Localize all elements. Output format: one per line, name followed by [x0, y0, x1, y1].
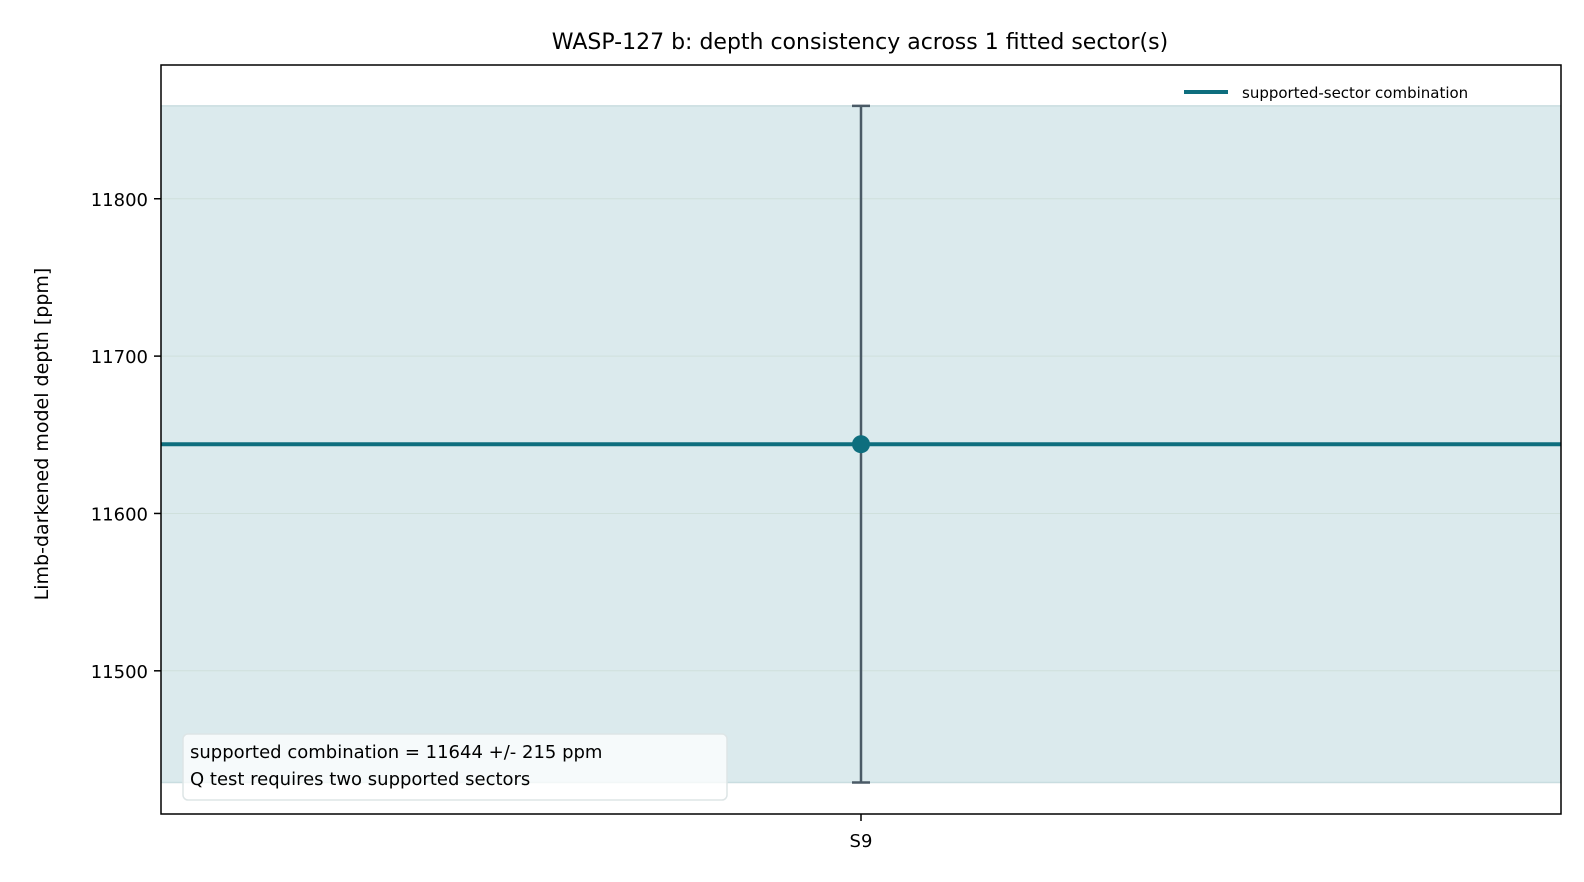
annotation-box: supported combination = 11644 +/- 215 pp… [182, 733, 728, 801]
y-tick-label: 11600 [91, 504, 148, 525]
plot-area: 11500 11600 11700 11800 S9 supported-sector c… [91, 64, 1562, 852]
chart-title: WASP-127 b: depth consistency across 1 f… [552, 30, 1168, 55]
data-point [852, 435, 870, 454]
annotation-background [182, 733, 728, 801]
annotation-line: supported combination = 11644 +/- 215 pp… [190, 742, 602, 763]
y-axis-label: Limb-darkened model depth [ppm] [31, 268, 53, 601]
legend-label: supported-sector combination [1242, 84, 1468, 102]
x-tick-label: S9 [850, 831, 873, 852]
annotation-line: Q test requires two supported sectors [190, 769, 530, 790]
y-tick-label: 11500 [91, 662, 148, 683]
y-tick-label: 11700 [91, 347, 148, 368]
y-tick-label: 11800 [91, 190, 148, 211]
legend: supported-sector combination [1184, 84, 1468, 102]
